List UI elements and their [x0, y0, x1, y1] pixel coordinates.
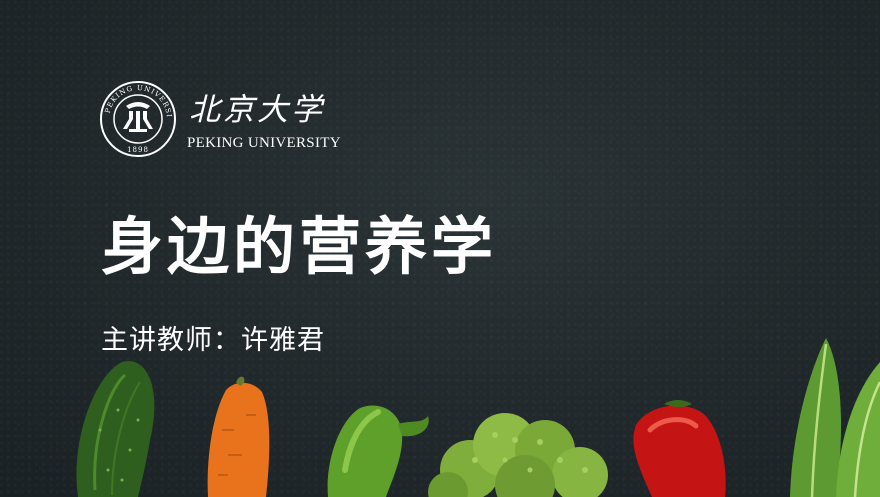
lettuce-icon — [790, 338, 880, 497]
seal-year: 1898 — [127, 146, 149, 154]
green-pepper-icon — [327, 405, 429, 497]
cucumber-icon — [76, 361, 155, 497]
red-pepper-icon — [633, 400, 726, 497]
broccoli-icon — [428, 413, 608, 497]
carrot-icon — [207, 376, 270, 497]
university-seal-icon: PEKING UNIVERSITY 1898 — [99, 80, 176, 157]
vegetables-decoration — [76, 338, 880, 497]
university-name-cn: 北京大学 — [189, 92, 325, 128]
university-logo: PEKING UNIVERSITY 1898 北京大学 PEKING UNIVE… — [99, 80, 349, 160]
slide-title: 身边的营养学 — [101, 210, 498, 283]
university-name-en: PEKING UNIVERSITY — [187, 135, 341, 151]
presenter-line: 主讲教师：许雅君 — [101, 325, 325, 356]
